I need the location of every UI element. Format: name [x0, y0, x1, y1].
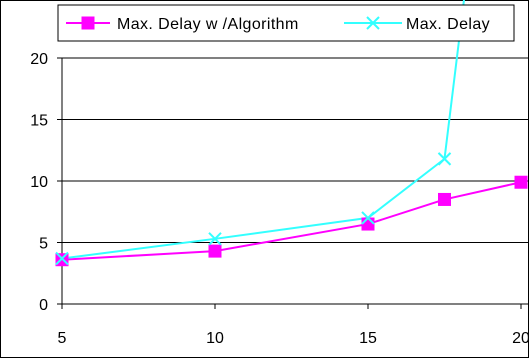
legend: Max. Delay w /Algorithm Max. Delay: [57, 4, 515, 42]
series-1-point-marker: [514, 175, 528, 189]
series-1-point-marker: [438, 192, 451, 206]
x-tick-label: 15: [359, 330, 377, 347]
y-tick-label: 0: [39, 297, 48, 314]
series-2-point-marker: [361, 211, 375, 225]
x-tick-label: 10: [206, 330, 224, 347]
legend-swatch-marker-1: [81, 16, 95, 30]
series-1-point-marker: [361, 217, 375, 231]
gridlines: [62, 57, 529, 243]
legend-label-1: Max. Delay w /Algorithm: [117, 16, 299, 33]
series-2-point-marker: [208, 232, 222, 246]
axes: [57, 57, 529, 309]
series-2-point-marker: [437, 152, 452, 166]
y-tick-label: 10: [30, 174, 48, 191]
x-tick-label: 20: [512, 330, 529, 347]
series-2-point-marker: [55, 251, 69, 266]
x-tick-label: 5: [58, 330, 67, 347]
series-line-1: [62, 181, 522, 261]
y-tick-label: 5: [39, 236, 48, 253]
legend-swatch-marker-2: [366, 16, 380, 30]
series-1-point-marker: [208, 244, 222, 258]
legend-label-2: Max. Delay: [406, 16, 490, 33]
y-tick-label: 20: [30, 51, 48, 68]
y-tick-label: 15: [30, 113, 48, 130]
legend-box: [57, 4, 515, 42]
series-markers: [55, 152, 528, 267]
